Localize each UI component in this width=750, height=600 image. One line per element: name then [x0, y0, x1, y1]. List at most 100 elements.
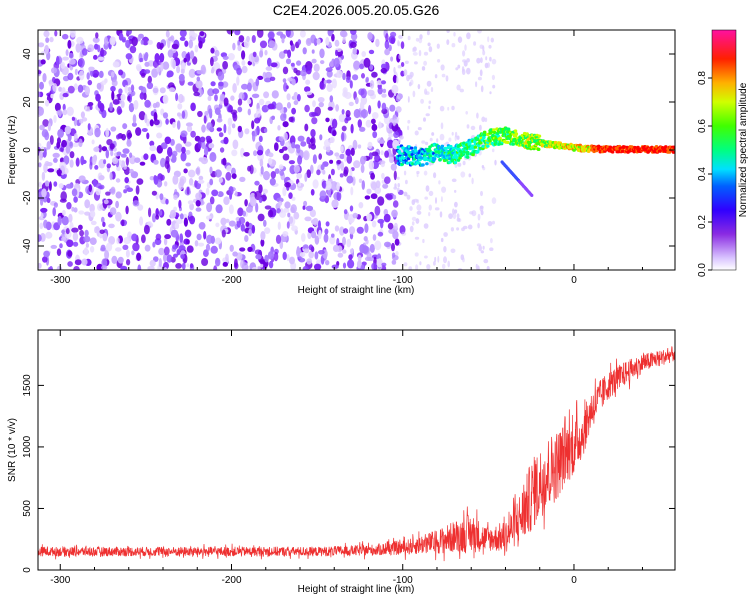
spectrogram-cell	[116, 134, 121, 140]
spectrogram-cell	[125, 249, 130, 258]
spectrogram-cell	[110, 150, 114, 157]
spectrogram-cell	[327, 106, 333, 111]
spectrogram-cell	[278, 164, 284, 170]
spectrogram-signal-cell	[472, 140, 477, 144]
spectrogram-cell	[320, 60, 325, 65]
spectrogram-cell	[260, 231, 266, 241]
spectrogram-cell	[323, 79, 327, 85]
spectrogram-cell	[179, 213, 184, 220]
spectrogram-cell	[83, 235, 91, 243]
spectrogram-cell	[205, 243, 211, 252]
spectrogram-cell	[131, 122, 137, 127]
spectrogram-cell	[369, 64, 374, 71]
spectrogram-cell	[131, 233, 138, 242]
spectrogram-cell	[120, 93, 126, 101]
spectrogram-cell	[139, 92, 145, 100]
spectrogram-cell	[210, 68, 215, 74]
spectrogram-signal-cell	[404, 153, 408, 157]
spectrogram-cell	[46, 141, 51, 150]
spectrogram-cell	[69, 30, 76, 38]
spectrogram-cell	[151, 68, 159, 78]
spectrogram-cell	[178, 245, 186, 252]
spectrogram-cell	[139, 161, 146, 166]
spectrogram-cell	[463, 60, 468, 67]
spectrogram-cell	[352, 47, 358, 55]
spectrogram-cell	[103, 159, 107, 165]
spectrogram-cell	[387, 222, 394, 230]
spectrogram-cell	[234, 190, 238, 197]
spectrogram-cell	[186, 239, 190, 245]
spectrogram-cell	[456, 135, 460, 140]
spectrogram-cell	[184, 229, 192, 238]
spectrogram-cell	[99, 184, 105, 190]
spectrogram-cell	[195, 207, 202, 212]
colorbar-tick-label: 0.6	[697, 119, 708, 133]
spectrogram-cell	[336, 183, 340, 191]
spectrogram-cell	[408, 266, 412, 270]
spectrogram-cell	[163, 246, 170, 256]
spectrogram-cell	[71, 116, 75, 121]
spectrogram-cell	[111, 255, 118, 264]
spectrogram-cell	[330, 181, 338, 191]
spectrogram-cell	[310, 164, 314, 174]
spectrogram-cell	[323, 139, 331, 148]
spectrogram-cell	[331, 233, 335, 238]
spectrogram-cell	[283, 82, 288, 92]
spectrogram-cell	[199, 31, 205, 37]
spectrogram-cell	[360, 264, 365, 270]
spectrogram-cell	[72, 232, 79, 242]
spectrogram-cell	[251, 224, 256, 234]
spectrogram-cell	[219, 147, 225, 153]
spectrogram-cell	[217, 191, 224, 198]
spectrogram-cell	[441, 186, 447, 193]
spectrogram-cell	[326, 79, 332, 84]
spectrogram-cell	[403, 262, 408, 267]
spectrogram-cell	[411, 221, 415, 226]
spectrogram-cell	[360, 164, 365, 174]
spectrogram-cell	[232, 251, 238, 257]
spectrogram-cell	[376, 258, 383, 268]
colorbar-tick-label: 0.8	[697, 71, 708, 85]
spectrogram-cell	[38, 181, 42, 188]
spectrogram-cell	[448, 137, 452, 142]
spectrogram-cell	[243, 152, 250, 157]
spectrogram-cell	[144, 69, 151, 74]
spectrogram-cell	[73, 83, 78, 91]
spectrogram-cell	[287, 77, 293, 82]
spectrogram-cell	[314, 251, 319, 260]
spectrogram-cell	[279, 170, 285, 176]
spectrogram-cell	[108, 223, 115, 229]
spectrogram-cell	[189, 203, 195, 211]
spectrogram-cell	[98, 175, 105, 181]
spectrogram-cell	[181, 110, 186, 119]
spectrogram-cell	[289, 40, 293, 46]
spectrogram-cell	[158, 258, 162, 268]
spectrogram-cell	[480, 210, 484, 216]
spectrogram-cell	[324, 180, 332, 191]
spectrogram-cell	[173, 253, 178, 258]
spectrogram-cell	[109, 36, 116, 46]
spectrogram-cell	[358, 178, 363, 183]
spectrogram-cell	[247, 246, 253, 252]
spectrogram-cell	[341, 125, 347, 132]
spectrogram-cell	[288, 116, 294, 123]
spectrogram-cell	[278, 136, 284, 142]
spectrogram-cell	[374, 240, 382, 251]
spectrogram-cell	[227, 53, 235, 61]
spectrogram-cell	[297, 94, 301, 102]
spectrogram-signal-cell	[557, 146, 562, 150]
spectrogram-cell	[186, 245, 194, 253]
spectrogram-cell	[466, 58, 470, 63]
spectrogram-cell	[384, 150, 389, 158]
spectrogram-cell	[156, 132, 163, 139]
spectrogram-y-tick-label: 40	[22, 48, 33, 60]
spectrogram-cell	[314, 235, 320, 245]
spectrogram-cell	[353, 60, 361, 70]
spectrogram-cell	[48, 181, 52, 192]
spectrogram-cell	[299, 252, 306, 258]
spectrogram-cell	[155, 233, 162, 241]
spectrogram-cell	[227, 117, 233, 127]
spectrogram-cell	[480, 190, 483, 197]
spectrogram-cell	[83, 104, 88, 111]
spectrogram-cell	[220, 217, 227, 226]
